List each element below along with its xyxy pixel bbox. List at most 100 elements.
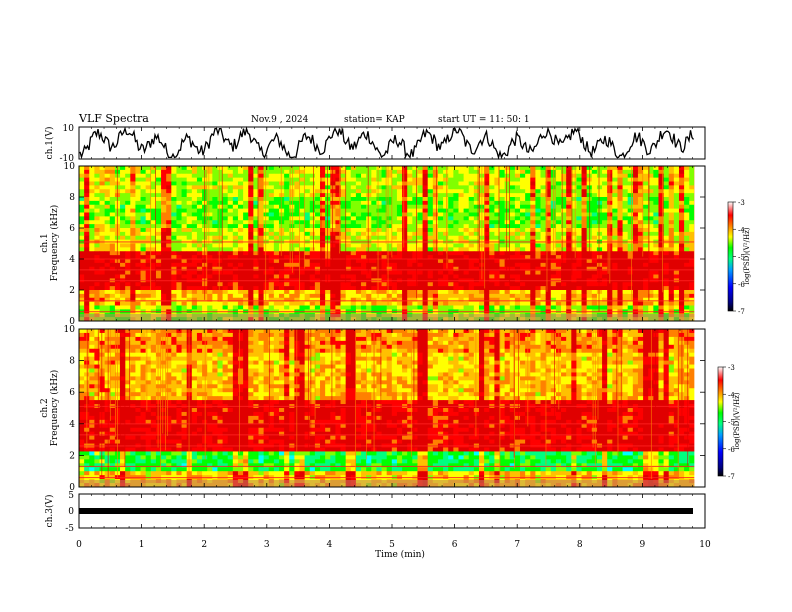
spectrogram-cell bbox=[325, 301, 331, 306]
spectrogram-cell bbox=[643, 247, 649, 252]
spectrogram-cell bbox=[427, 282, 434, 287]
spectrogram-cell bbox=[571, 200, 577, 206]
spectrogram-cell bbox=[509, 193, 516, 198]
spectrogram-cell bbox=[576, 266, 582, 272]
spectrogram-cell bbox=[643, 286, 649, 291]
spectrogram-cell bbox=[330, 181, 336, 186]
spectrogram-cell bbox=[212, 231, 218, 237]
spectrogram-cell bbox=[232, 286, 239, 291]
spectrogram-cell bbox=[443, 200, 449, 206]
spectrogram-cell bbox=[432, 297, 439, 303]
spectrogram-cell bbox=[135, 290, 141, 295]
spectrogram-cell bbox=[673, 212, 680, 217]
spectrogram-cell bbox=[504, 197, 511, 202]
spectrogram-cell bbox=[99, 255, 106, 260]
spectrogram-cell bbox=[643, 181, 649, 186]
spectrogram-cell bbox=[412, 231, 418, 237]
spectrogram-cell bbox=[181, 181, 188, 186]
spectrogram-cell bbox=[663, 293, 670, 299]
spectrogram-cell bbox=[243, 193, 249, 198]
spectrogram-cell bbox=[484, 208, 490, 213]
spectrogram-cell bbox=[581, 297, 588, 303]
spectrogram-cell bbox=[273, 208, 280, 213]
spectrogram-cell bbox=[278, 173, 285, 179]
spectrogram-cell bbox=[520, 247, 526, 252]
spectrogram-cell bbox=[673, 297, 680, 303]
spectrogram-cell bbox=[458, 228, 464, 233]
spectrogram-cell bbox=[196, 181, 203, 186]
spectrogram-cell bbox=[289, 262, 295, 268]
spectrogram-cell bbox=[520, 228, 526, 233]
spectrogram-cell bbox=[278, 266, 285, 272]
spectrogram-cell bbox=[355, 208, 362, 213]
spectrogram-cell bbox=[320, 282, 326, 287]
spectrogram-cell bbox=[561, 301, 567, 306]
spectrogram-cell bbox=[427, 297, 434, 303]
spectrogram-cell bbox=[571, 247, 577, 252]
spectrogram-cell bbox=[494, 200, 500, 206]
spectrogram-cell bbox=[576, 297, 582, 303]
spectrogram-cell bbox=[530, 301, 536, 306]
spectrogram-cell bbox=[186, 301, 193, 306]
spectrogram-cell bbox=[571, 235, 577, 241]
spectrogram-cell bbox=[309, 173, 316, 179]
spectrogram-cell bbox=[386, 185, 393, 190]
spectrogram-cell bbox=[458, 181, 464, 186]
spectrogram-cell bbox=[530, 169, 536, 175]
spectrogram-cell bbox=[540, 243, 547, 248]
spectrogram-cell bbox=[571, 189, 577, 194]
spectrogram-cell bbox=[520, 181, 526, 186]
spectrogram-cell bbox=[632, 293, 639, 299]
spectrogram-cell bbox=[248, 266, 254, 272]
spectrogram-cell bbox=[443, 247, 449, 252]
spectrogram-cell bbox=[520, 235, 526, 241]
spectrogram-cell bbox=[191, 228, 198, 233]
spectrogram-cell bbox=[396, 293, 403, 299]
spectrogram-cell bbox=[120, 181, 126, 186]
spectrogram-cell bbox=[622, 231, 629, 237]
spectrogram-cell bbox=[453, 255, 459, 260]
spectrogram-cell bbox=[155, 247, 162, 252]
spectrogram-cell bbox=[535, 216, 541, 221]
spectrogram-cell bbox=[161, 290, 167, 295]
spectrogram-cell bbox=[294, 169, 300, 175]
spectrogram-cell bbox=[473, 259, 480, 264]
spectrogram-cell bbox=[294, 293, 300, 299]
spectrogram-cell bbox=[79, 274, 85, 279]
spectrogram-cell bbox=[484, 216, 490, 221]
spectrogram-cell bbox=[530, 177, 536, 182]
spectrogram-cell bbox=[140, 216, 147, 221]
spectrogram-cell bbox=[268, 169, 275, 175]
spectrogram-cell bbox=[161, 231, 167, 237]
spectrogram-cell bbox=[176, 274, 182, 279]
spectrogram-cell bbox=[243, 305, 249, 310]
spectrogram-cell bbox=[171, 204, 177, 210]
spectrogram-cell bbox=[391, 255, 398, 260]
spectrogram-cell bbox=[668, 208, 675, 213]
spectrogram-cell bbox=[278, 262, 285, 268]
spectrogram-cell bbox=[376, 243, 382, 248]
spectrogram-cell bbox=[622, 169, 629, 175]
spectrogram-cell bbox=[309, 224, 316, 229]
spectrogram-cell bbox=[217, 251, 223, 256]
spectrogram-cell bbox=[196, 197, 203, 202]
spectrogram-cell bbox=[371, 208, 377, 213]
spectrogram-cell bbox=[504, 224, 511, 229]
spectrogram-cell bbox=[104, 274, 111, 279]
spectrogram-cell bbox=[299, 255, 306, 260]
spectrogram-cell bbox=[361, 173, 367, 179]
spectrogram-cell bbox=[84, 228, 90, 233]
spectrogram-cell bbox=[340, 166, 347, 171]
spectrogram-cell bbox=[304, 274, 311, 279]
spectrogram-cell bbox=[130, 220, 136, 225]
spectrogram-cell bbox=[243, 235, 249, 241]
spectrogram-cell bbox=[437, 189, 444, 194]
spectrogram-cell bbox=[130, 274, 136, 279]
spectrogram-cell bbox=[381, 220, 388, 225]
spectrogram-cell bbox=[309, 290, 316, 295]
spectrogram-cell bbox=[566, 185, 572, 190]
spectrogram-cell bbox=[320, 274, 326, 279]
spectrogram-cell bbox=[622, 197, 629, 202]
spectrogram-cell bbox=[545, 290, 552, 295]
spectrogram-cell bbox=[448, 212, 454, 217]
